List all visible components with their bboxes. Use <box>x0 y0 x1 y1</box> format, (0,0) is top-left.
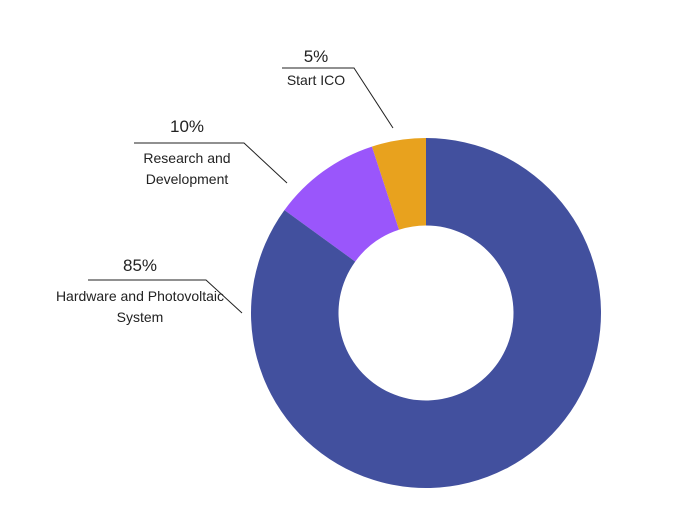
category-label: Hardware and Photovoltaic System <box>55 288 225 325</box>
value-label: 10% <box>169 117 205 136</box>
slice <box>251 138 601 488</box>
value-label: 5% <box>303 47 329 66</box>
leader-line <box>134 142 288 184</box>
leader-lines <box>88 67 394 314</box>
leader-line <box>282 67 394 129</box>
category-label: Research and Development <box>143 150 231 187</box>
slice <box>284 146 399 262</box>
category-label: Start ICO <box>286 72 346 88</box>
leader-line <box>88 279 243 314</box>
slice <box>371 138 426 230</box>
value-label: 85% <box>122 256 158 275</box>
